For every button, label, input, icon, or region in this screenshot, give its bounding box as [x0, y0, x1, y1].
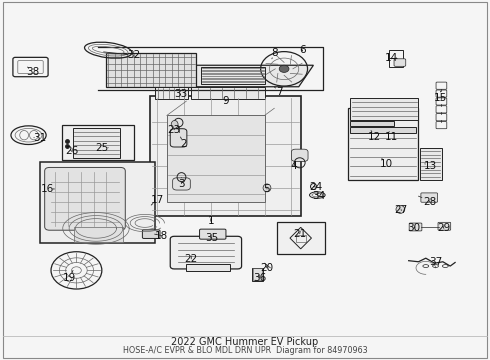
- Text: 3: 3: [178, 179, 185, 189]
- Text: 1: 1: [207, 216, 214, 226]
- Text: 20: 20: [260, 263, 273, 273]
- Text: 26: 26: [65, 146, 78, 156]
- FancyBboxPatch shape: [438, 222, 451, 230]
- Bar: [349, 127, 416, 134]
- Text: 24: 24: [309, 182, 322, 192]
- Bar: [201, 67, 265, 84]
- Bar: [150, 96, 301, 216]
- Text: 18: 18: [155, 231, 169, 240]
- Bar: [347, 108, 418, 180]
- Bar: [277, 222, 325, 253]
- Text: 15: 15: [434, 93, 447, 103]
- Text: 38: 38: [26, 67, 39, 77]
- Text: 2022 GMC Hummer EV Pickup: 2022 GMC Hummer EV Pickup: [172, 337, 318, 347]
- Bar: [420, 148, 442, 180]
- Ellipse shape: [396, 206, 405, 213]
- FancyBboxPatch shape: [394, 59, 406, 66]
- Bar: [73, 129, 121, 158]
- Text: 16: 16: [41, 184, 54, 194]
- Text: 12: 12: [368, 132, 381, 142]
- Text: 11: 11: [385, 132, 398, 142]
- Text: 35: 35: [205, 233, 219, 243]
- Text: 36: 36: [253, 273, 266, 283]
- Text: 6: 6: [299, 45, 306, 55]
- Bar: [252, 267, 263, 281]
- Bar: [167, 116, 265, 202]
- Text: 7: 7: [276, 87, 283, 97]
- Bar: [253, 268, 262, 280]
- Bar: [155, 87, 188, 99]
- Text: HOSE-A/C EVPR & BLO MDL DRN UPR  Diagram for 84970963: HOSE-A/C EVPR & BLO MDL DRN UPR Diagram …: [122, 346, 368, 355]
- Bar: [40, 162, 155, 243]
- Text: 34: 34: [312, 191, 325, 201]
- FancyBboxPatch shape: [143, 230, 160, 238]
- Text: 28: 28: [423, 197, 436, 207]
- Text: 21: 21: [293, 229, 306, 239]
- FancyBboxPatch shape: [170, 236, 242, 269]
- Text: 23: 23: [168, 125, 181, 135]
- Bar: [191, 87, 265, 99]
- Text: 37: 37: [429, 257, 442, 267]
- Text: 5: 5: [264, 184, 270, 194]
- Polygon shape: [108, 65, 314, 87]
- FancyBboxPatch shape: [45, 167, 125, 230]
- Text: 9: 9: [222, 96, 229, 106]
- FancyBboxPatch shape: [170, 129, 187, 147]
- Bar: [349, 121, 393, 126]
- Bar: [389, 50, 403, 67]
- FancyBboxPatch shape: [409, 223, 422, 231]
- Text: 8: 8: [271, 48, 278, 58]
- Bar: [350, 98, 418, 120]
- FancyBboxPatch shape: [199, 229, 226, 239]
- Text: 2: 2: [181, 139, 187, 149]
- Text: 19: 19: [63, 273, 76, 283]
- Text: 4: 4: [291, 161, 297, 171]
- Bar: [296, 235, 306, 242]
- Text: 13: 13: [424, 161, 437, 171]
- Text: 27: 27: [395, 206, 408, 216]
- Text: 29: 29: [437, 224, 450, 233]
- Text: 14: 14: [385, 53, 398, 63]
- Bar: [106, 53, 196, 87]
- Text: 31: 31: [33, 133, 47, 143]
- FancyBboxPatch shape: [292, 149, 308, 161]
- FancyBboxPatch shape: [421, 193, 438, 202]
- Text: 22: 22: [185, 254, 198, 264]
- Text: 32: 32: [127, 50, 140, 60]
- FancyBboxPatch shape: [172, 178, 190, 190]
- Ellipse shape: [171, 121, 178, 129]
- Circle shape: [279, 65, 289, 72]
- Text: 30: 30: [407, 224, 420, 233]
- Bar: [186, 264, 230, 271]
- Text: 17: 17: [150, 195, 164, 205]
- Bar: [62, 125, 134, 160]
- Bar: [74, 227, 123, 242]
- Ellipse shape: [263, 184, 271, 192]
- Text: 33: 33: [174, 89, 187, 99]
- Text: 25: 25: [96, 143, 109, 153]
- Text: 10: 10: [380, 159, 393, 169]
